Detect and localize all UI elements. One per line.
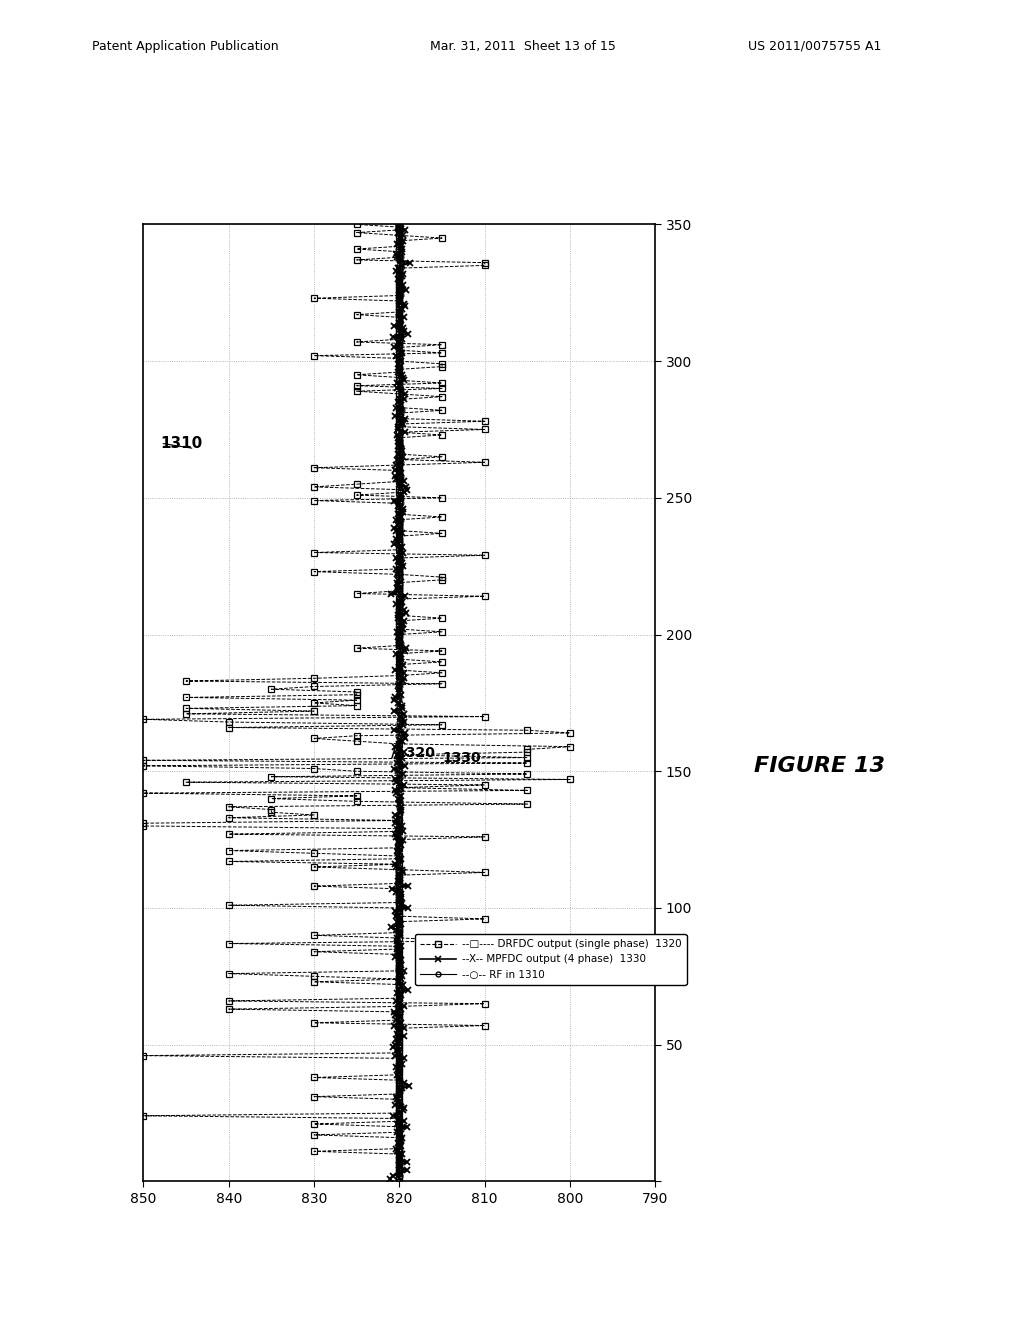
Text: Mar. 31, 2011  Sheet 13 of 15: Mar. 31, 2011 Sheet 13 of 15 (430, 40, 616, 53)
Text: US 2011/0075755 A1: US 2011/0075755 A1 (748, 40, 881, 53)
Text: 1330: 1330 (442, 751, 480, 764)
Text: /1320: /1320 (391, 744, 435, 759)
Text: Patent Application Publication: Patent Application Publication (92, 40, 279, 53)
Legend: --□---- DRFDC output (single phase)  1320, --X-- MPFDC output (4 phase)  1330, -: --□---- DRFDC output (single phase) 1320… (415, 935, 686, 985)
Text: 1310: 1310 (161, 436, 203, 450)
Text: FIGURE 13: FIGURE 13 (754, 755, 885, 776)
